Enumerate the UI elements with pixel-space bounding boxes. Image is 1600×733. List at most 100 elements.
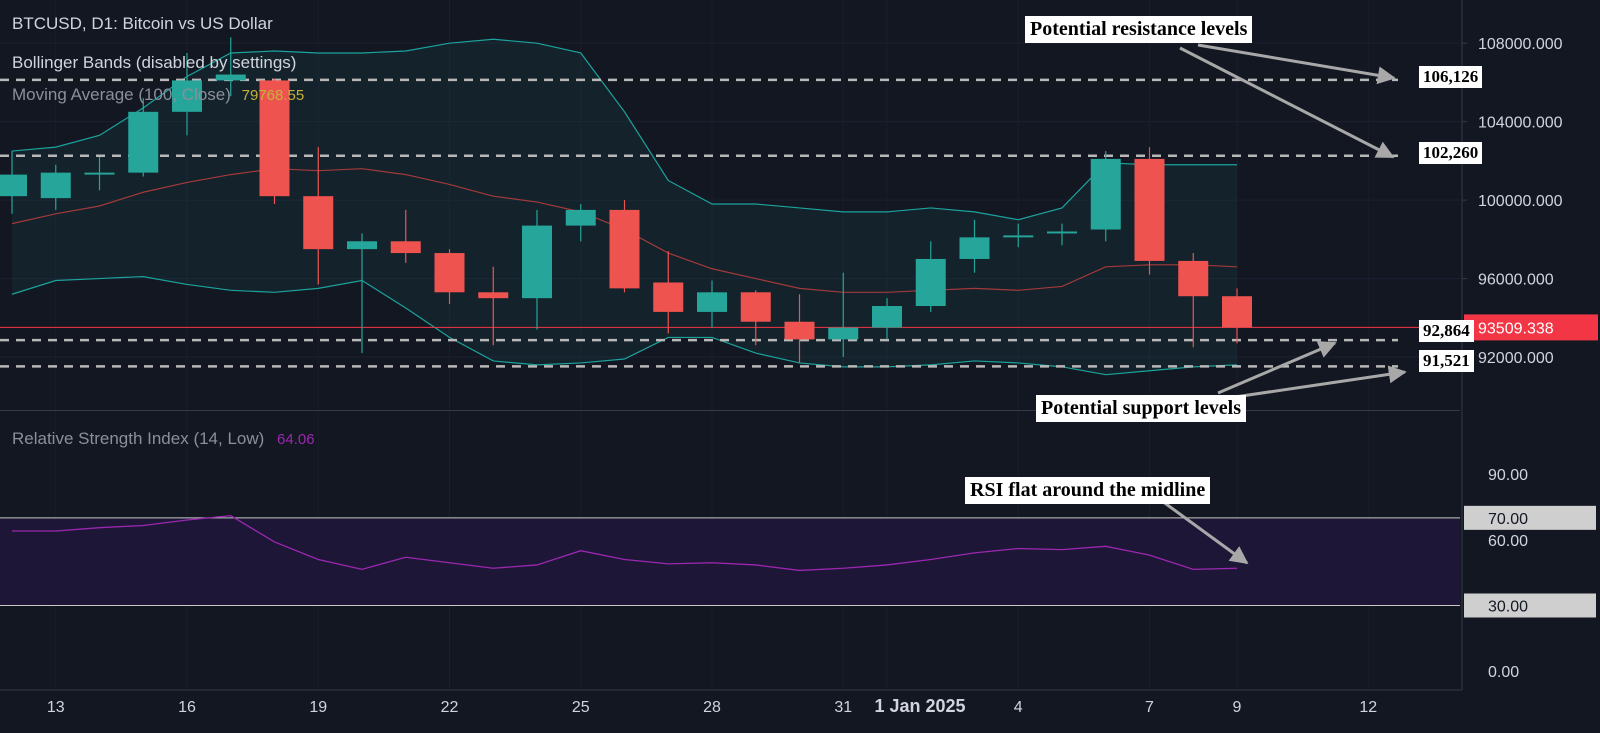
candle-body	[347, 241, 377, 250]
candle	[1090, 151, 1121, 242]
rsi-band-tag	[1464, 505, 1596, 530]
candle	[390, 209, 421, 263]
candle	[128, 98, 159, 177]
candle-body	[1178, 260, 1209, 297]
candle	[872, 298, 902, 340]
ma-legend: Moving Average (100, Close) 79768.55	[12, 85, 304, 105]
candle-body	[0, 174, 27, 197]
candle-body	[172, 80, 202, 112]
level-label-s2: 91,521	[1419, 350, 1474, 372]
candles	[0, 37, 1252, 363]
rsi-band-tag	[1464, 593, 1596, 618]
rsi-zone	[0, 517, 1460, 606]
candle	[697, 280, 727, 328]
candle	[915, 241, 946, 312]
candle	[609, 200, 640, 293]
price-tick-label: 104000.000	[1478, 115, 1563, 132]
candle	[40, 164, 71, 210]
candle-body	[128, 111, 159, 173]
support-annotation: Potential support levels	[1036, 395, 1246, 422]
time-tick-label: 13	[47, 699, 65, 716]
candle-body	[959, 237, 990, 259]
support-arrow-2	[1227, 365, 1407, 400]
price-tick-label: 96000.000	[1478, 272, 1554, 289]
rsi-pane	[0, 514, 1460, 606]
candle	[1003, 223, 1034, 248]
candle-body	[1222, 296, 1252, 328]
time-tick-label: 31	[834, 699, 852, 716]
ma-legend-value: 79768.55	[241, 87, 305, 104]
time-tick-label: 7	[1145, 699, 1154, 716]
rsi-legend-label: Relative Strength Index (14, Low)	[12, 429, 265, 448]
candle-body	[828, 327, 859, 340]
resistance-annotation: Potential resistance levels	[1025, 16, 1253, 43]
price-tick-label: 92000.000	[1478, 350, 1554, 367]
last-price-tag	[1464, 314, 1598, 341]
rsi-line	[12, 514, 1238, 572]
level-label-r2: 102,260	[1419, 142, 1483, 164]
candle	[653, 251, 684, 334]
candle-body	[1003, 235, 1034, 238]
candle	[1222, 288, 1252, 344]
candle	[565, 204, 596, 242]
candle	[1178, 253, 1209, 348]
time-tick-label: 25	[572, 699, 590, 716]
candle-body	[609, 209, 640, 289]
candle-body	[872, 306, 902, 328]
candle-body	[1090, 158, 1121, 230]
time-tick-label: 12	[1359, 699, 1377, 716]
last-price-tag-label: 93509.338	[1478, 320, 1554, 337]
time-tick-label: 16	[178, 699, 196, 716]
candle-body	[390, 241, 421, 254]
candle	[347, 233, 377, 354]
candle	[434, 249, 465, 305]
time-tick-label: 4	[1014, 699, 1023, 716]
time-tick-label: 9	[1233, 699, 1242, 716]
annotation-arrows	[1161, 43, 1407, 565]
price-tick-label: 100000.000	[1478, 193, 1563, 210]
symbol-title: BTCUSD, D1: Bitcoin vs US Dollar	[12, 14, 273, 33]
candle-body	[478, 292, 509, 299]
candle	[784, 294, 815, 363]
candle	[740, 290, 771, 346]
resistance-arrow-2	[1179, 46, 1395, 159]
candle-body	[740, 292, 771, 322]
bollinger-upper-line	[11, 38, 1237, 221]
candle-body	[303, 196, 334, 250]
resistance-arrow-1	[1197, 43, 1396, 85]
candle-body	[915, 258, 946, 307]
candle	[172, 52, 202, 136]
time-tick-label: 22	[441, 699, 459, 716]
candle	[259, 78, 290, 205]
rsi-arrow	[1161, 499, 1249, 565]
candle	[522, 209, 552, 330]
time-tick-label: 19	[309, 699, 327, 716]
level-label-r1: 106,126	[1419, 66, 1483, 88]
candle-body	[565, 209, 596, 226]
candle-body	[215, 74, 246, 81]
candle	[478, 266, 509, 346]
candle	[0, 151, 27, 214]
candle	[1047, 223, 1077, 246]
candle	[215, 37, 246, 97]
bollinger-legend: Bollinger Bands (disabled by settings)	[12, 53, 297, 72]
candle-body	[40, 172, 71, 199]
bollinger-lower-line	[11, 276, 1238, 376]
candle-body	[522, 225, 552, 299]
candle-body	[259, 80, 290, 197]
rsi-tick-label: 0.00	[1488, 664, 1519, 681]
candle	[84, 156, 115, 191]
candle-body	[84, 172, 115, 175]
rsi-legend-value: 64.06	[277, 431, 315, 448]
candle-body	[653, 282, 684, 312]
rsi-tick-label: 60.00	[1488, 533, 1528, 550]
candle	[959, 219, 990, 273]
time-tick-label: 1 Jan 2025	[874, 696, 965, 716]
candle-body	[1134, 158, 1165, 261]
ma-legend-label: Moving Average (100, Close)	[12, 85, 231, 104]
rsi-tick-label: 90.00	[1488, 467, 1528, 484]
candle-body	[784, 321, 815, 340]
support-arrow-1	[1217, 341, 1337, 395]
